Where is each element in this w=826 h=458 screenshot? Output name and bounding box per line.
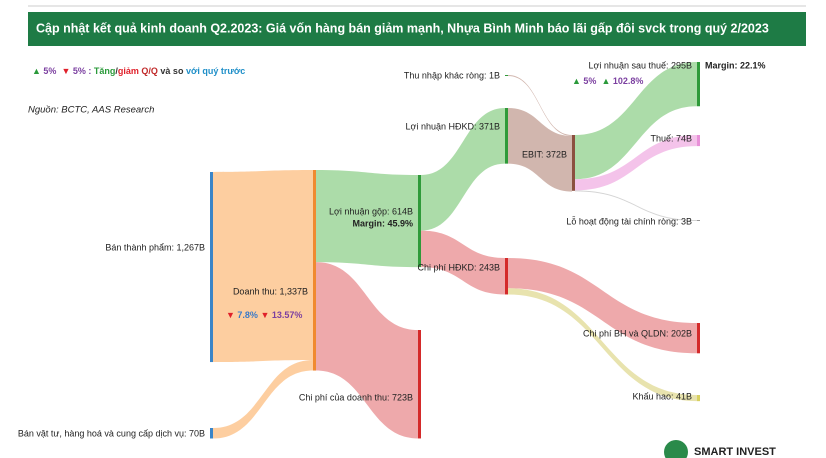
node-label: Khấu hao: 41B	[632, 391, 692, 401]
text-segment: ▼	[260, 310, 269, 320]
chart-title: Cập nhật kết quả kinh doanh Q2.2023: Giá…	[36, 21, 769, 35]
node-label: Lợi nhuận sau thuế: 295B	[589, 60, 692, 70]
link	[316, 170, 418, 268]
links	[213, 62, 697, 439]
node	[505, 258, 508, 295]
node	[505, 75, 508, 76]
node	[697, 135, 700, 147]
node-label: Lợi nhuận gộp: 614B	[329, 206, 413, 216]
text-segment: 13.57%	[269, 310, 302, 320]
node	[313, 170, 316, 371]
text-segment: 5% :	[70, 66, 94, 76]
node	[418, 330, 421, 439]
node-label: Lợi nhuận HĐKD: 371B	[406, 121, 500, 131]
text-segment: 7.8%	[235, 310, 261, 320]
link	[213, 360, 313, 439]
text-segment: 5%	[41, 66, 62, 76]
node-label: Bán vật tư, hàng hoá và cung cấp dịch vụ…	[18, 428, 205, 438]
logo-icon	[664, 440, 688, 458]
link	[508, 108, 572, 192]
node	[697, 62, 700, 107]
node	[572, 135, 575, 191]
text-segment: /	[115, 66, 118, 76]
text-segment: ▼	[61, 66, 70, 76]
node-label: EBIT: 372B	[522, 149, 567, 159]
text-segment: Q/Q	[139, 66, 158, 76]
text-segment: ▲	[32, 66, 41, 76]
margin-label: Margin: 45.9%	[352, 218, 413, 228]
link	[575, 62, 697, 180]
text-segment: giảm	[118, 66, 139, 76]
text-segment: với quý trước	[186, 66, 245, 76]
margin-label: Margin: 22.1%	[705, 60, 766, 70]
node	[697, 395, 700, 402]
source: Nguồn: BCTC, AAS Research	[28, 105, 154, 116]
text-segment: ▼	[226, 310, 235, 320]
link	[575, 135, 697, 191]
node	[505, 108, 508, 164]
node	[697, 220, 700, 221]
node-label: Bán thành phẩm: 1,267B	[105, 242, 205, 252]
node-label: Lỗ hoạt động tài chính ròng: 3B	[566, 216, 692, 226]
text-segment: và so	[158, 66, 186, 76]
node-label: Chi phí BH và QLDN: 202B	[583, 328, 692, 338]
text-segment: 5%	[581, 76, 602, 86]
node-label: Thu nhập khác ròng: 1B	[404, 70, 500, 80]
link	[508, 288, 697, 402]
link	[421, 108, 505, 231]
link	[508, 75, 572, 136]
node	[210, 428, 213, 439]
node-label: Thuế: 74B	[650, 133, 692, 143]
link	[421, 230, 505, 295]
node-label: Doanh thu: 1,337B	[233, 286, 308, 296]
text-segment: 102.8%	[610, 76, 643, 86]
node	[697, 323, 700, 354]
logo-text: SMART INVEST	[694, 446, 776, 458]
link	[508, 258, 697, 354]
node-label: Chi phí HĐKD: 243B	[417, 262, 500, 272]
text-segment: ▲	[601, 76, 610, 86]
text-segment: Tăng	[94, 66, 116, 76]
text-segment: ▲	[572, 76, 581, 86]
node	[210, 172, 213, 363]
link	[213, 170, 313, 363]
node-label: Chi phí của doanh thu: 723B	[299, 392, 413, 402]
change-label: ▲ 5% ▲ 102.8%	[572, 76, 643, 86]
link	[575, 190, 697, 221]
title-bar	[28, 12, 806, 46]
legend: ▲ 5% ▼ 5% : Tăng/giảm Q/Q và so với quý …	[32, 66, 245, 76]
node	[418, 175, 421, 268]
change-label: ▼ 7.8% ▼ 13.57%	[226, 310, 302, 320]
link	[316, 262, 418, 439]
